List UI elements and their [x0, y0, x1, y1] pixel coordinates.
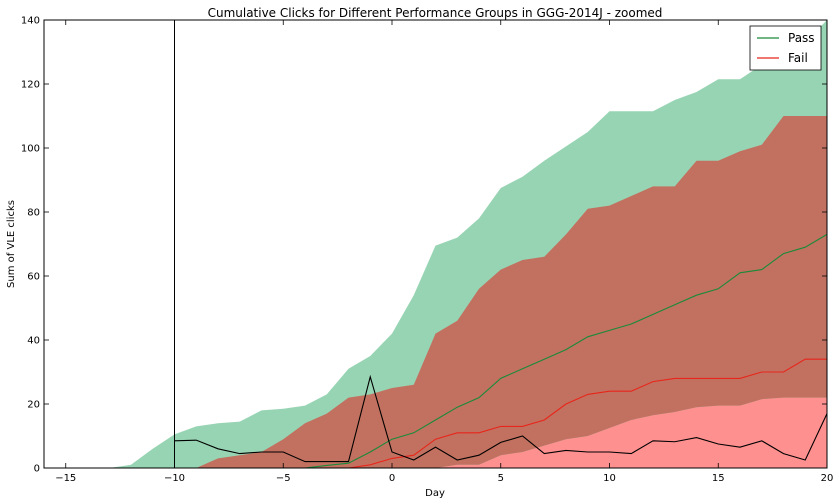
legend-box: [749, 25, 822, 71]
overall-line: [174, 374, 828, 463]
y-tick-label: 80: [27, 208, 40, 219]
y-axis-label: Sum of VLE clicks: [6, 200, 17, 288]
x-tick-label: 15: [712, 473, 725, 484]
y-tick-label: 100: [21, 144, 40, 155]
chart-title: Cumulative Clicks for Different Performa…: [208, 6, 663, 20]
x-tick-label: −15: [55, 473, 76, 484]
x-tick-label: −10: [164, 473, 185, 484]
y-tick-label: 140: [21, 16, 40, 27]
y-tick-label: 120: [21, 80, 40, 91]
x-tick-label: −5: [276, 473, 291, 484]
y-tick-label: 40: [27, 336, 40, 347]
x-tick-label: 20: [821, 473, 834, 484]
plot-frame: [43, 19, 828, 469]
fail-lower-band: [44, 397, 827, 468]
x-tick-label: 0: [389, 473, 395, 484]
legend-pass-label: Pass: [788, 31, 815, 45]
y-tick-label: 20: [27, 400, 40, 411]
y-tick-label: 0: [34, 464, 40, 475]
legend: Pass Fail: [749, 25, 822, 71]
x-tick-label: 10: [603, 473, 616, 484]
x-tick-label: 5: [498, 473, 504, 484]
plot-area: [44, 20, 828, 469]
legend-fail-label: Fail: [788, 51, 808, 65]
fail-band: [44, 116, 827, 468]
axes: −15 −10 −5 0 5 10 15 20 0 20 40 60 80 100 120 140: [21, 16, 833, 485]
x-axis-label: Day: [425, 488, 445, 499]
y-tick-label: 60: [27, 272, 40, 283]
